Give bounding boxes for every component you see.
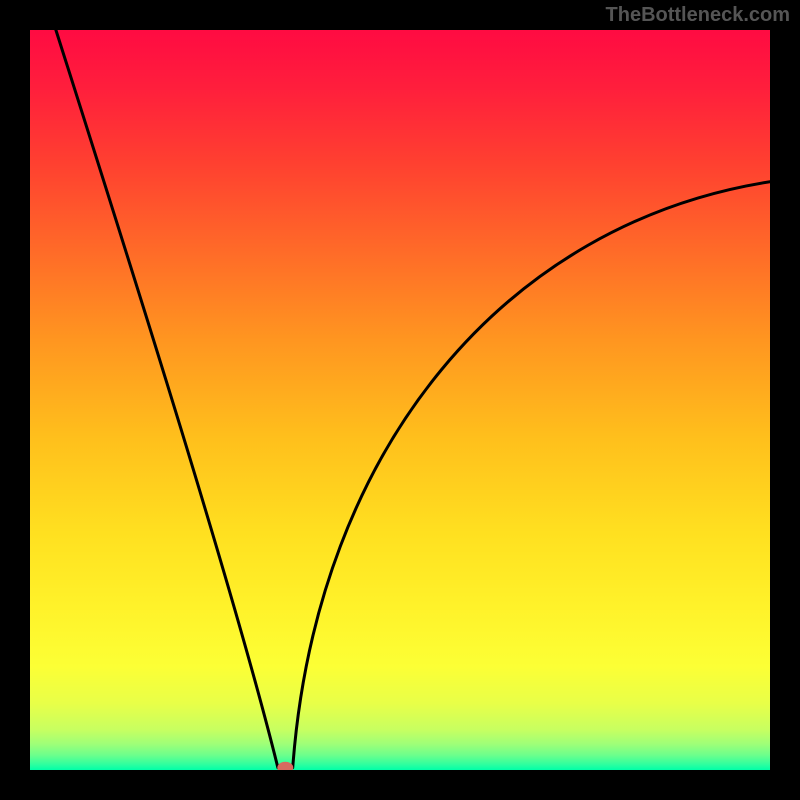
plot-area [30, 30, 770, 770]
bottleneck-curve [30, 30, 770, 770]
watermark-text: TheBottleneck.com [606, 4, 790, 27]
minimum-marker [277, 762, 293, 770]
